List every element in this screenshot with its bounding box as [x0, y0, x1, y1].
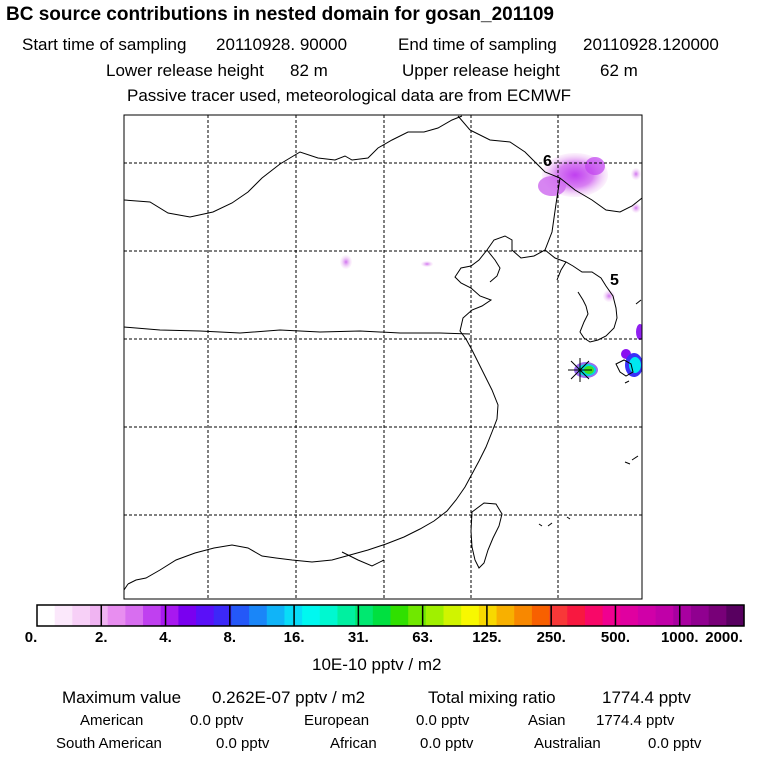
day-label-6: 6: [543, 153, 552, 170]
colorbar-swatch: [90, 605, 109, 626]
colorbar-frame: [36, 604, 745, 627]
colorbar-tick-label: 500.: [600, 629, 631, 646]
lower-release-value: 82 m: [290, 61, 328, 80]
colorbar-swatch: [160, 605, 179, 626]
colorbar-swatch: [37, 605, 56, 626]
colorbar-swatch: [496, 605, 515, 626]
colorbar-swatch: [726, 605, 745, 626]
region-value: 0.0 pptv: [190, 712, 244, 729]
region-name: Australian: [534, 735, 601, 752]
colorbar-swatch: [337, 605, 356, 626]
colorbar-tick-label: 31.: [347, 629, 369, 646]
colorbar-swatch: [72, 605, 91, 626]
max-value-label: Maximum value: [62, 688, 182, 707]
colorbar-tick-label: 2.: [95, 629, 108, 646]
colorbar-swatch: [372, 605, 392, 626]
lower-release-label: Lower release height: [106, 61, 264, 80]
colorbar-swatch: [514, 605, 533, 626]
region-name: European: [304, 712, 370, 729]
concentration-plume: [340, 153, 642, 378]
colorbar-swatch: [54, 605, 73, 626]
total-mixing-value: 1774.4 pptv: [602, 688, 691, 707]
colorbar-swatch: [655, 605, 674, 626]
colorbar-swatch: [107, 605, 126, 626]
colorbar-swatch: [143, 605, 162, 626]
colorbar-swatch: [567, 605, 586, 626]
tracer-note: Passive tracer used, meteorological data…: [127, 86, 572, 105]
colorbar-tick-label: 63.: [412, 629, 434, 646]
colorbar-dividers: [100, 605, 681, 626]
start-time-value: 20110928. 90000: [216, 35, 348, 54]
region-value: 0.0 pptv: [216, 735, 270, 752]
colorbar-swatch: [178, 605, 197, 626]
colorbar-swatch: [266, 605, 286, 626]
colorbar-swatch: [478, 605, 498, 626]
region-value: 0.0 pptv: [648, 735, 702, 752]
colorbar-swatch: [231, 605, 250, 626]
map-frame: [123, 114, 643, 600]
colorbar-tick-label: 2000.: [705, 629, 743, 646]
colorbar-tick-label: 4.: [159, 629, 172, 646]
map-grid: [124, 115, 642, 599]
colorbar-swatch: [461, 605, 480, 626]
colorbar-tick-label: 1000.: [660, 629, 699, 646]
day-label-5: 5: [610, 272, 619, 289]
colorbar-units: 10E-10 pptv / m2: [312, 655, 442, 674]
colorbar-swatch: [249, 605, 268, 626]
end-time-label: End time of sampling: [398, 35, 557, 54]
colorbar-swatch: [196, 605, 215, 626]
upper-release-label: Upper release height: [402, 61, 560, 80]
colorbar-swatch: [673, 605, 692, 626]
colorbar-swatch: [602, 605, 621, 626]
colorbar-swatch: [390, 605, 409, 626]
colorbar-tick-label: 250.: [536, 629, 566, 646]
region-value: 0.0 pptv: [420, 735, 474, 752]
colorbar-swatch: [319, 605, 339, 626]
max-value: 0.262E-07 pptv / m2: [212, 688, 366, 707]
figure-title: BC source contributions in nested domain…: [6, 4, 554, 25]
station-marker: [568, 358, 592, 382]
end-time-value: 20110928.120000: [583, 35, 719, 54]
region-name: Asian: [528, 712, 566, 729]
colorbar-swatch: [425, 605, 445, 626]
upper-release-value: 62 m: [600, 61, 638, 80]
colorbar-swatch: [637, 605, 657, 626]
region-name: South American: [56, 735, 162, 752]
colorbar-swatch: [584, 605, 604, 626]
region-name: African: [330, 735, 377, 752]
total-mixing-label: Total mixing ratio: [428, 688, 556, 707]
colorbar-tick-label: 125.: [472, 629, 502, 646]
region-name: American: [80, 712, 144, 729]
colorbar-tick-label: 8.: [223, 629, 237, 646]
colorbar-tick-label: 0.: [24, 629, 38, 646]
colorbar-swatch: [355, 605, 374, 626]
colorbar-swatch: [125, 605, 144, 626]
colorbar-swatch: [708, 605, 727, 626]
region-value: 1774.4 pptv: [596, 712, 675, 729]
colorbar: [37, 605, 745, 626]
colorbar-swatch: [531, 605, 551, 626]
colorbar-swatch: [620, 605, 639, 626]
colorbar-swatch: [408, 605, 427, 626]
coastlines: [124, 115, 642, 591]
colorbar-tick-label: 16.: [283, 629, 305, 646]
colorbar-swatch: [549, 605, 568, 626]
colorbar-swatch: [213, 605, 233, 626]
colorbar-swatch: [302, 605, 321, 626]
region-value: 0.0 pptv: [416, 712, 470, 729]
colorbar-swatch: [443, 605, 462, 626]
start-time-label: Start time of sampling: [22, 35, 187, 54]
colorbar-swatch: [690, 605, 710, 626]
